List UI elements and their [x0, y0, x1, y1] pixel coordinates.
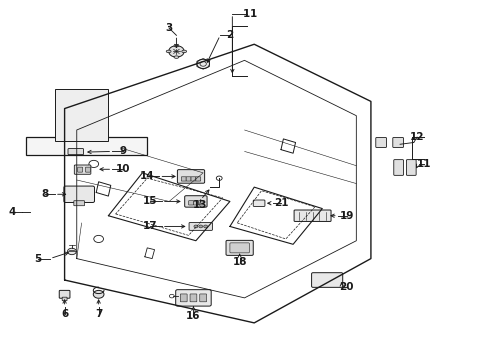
Ellipse shape — [182, 50, 186, 53]
Text: 21: 21 — [273, 198, 287, 208]
Circle shape — [194, 225, 198, 228]
Text: 15: 15 — [142, 197, 157, 206]
Text: 4: 4 — [8, 207, 16, 217]
Text: 1: 1 — [243, 9, 250, 19]
FancyBboxPatch shape — [188, 201, 193, 205]
FancyBboxPatch shape — [311, 273, 342, 287]
FancyBboxPatch shape — [68, 149, 83, 155]
Bar — [26, 137, 147, 155]
Text: 13: 13 — [192, 200, 206, 210]
FancyBboxPatch shape — [225, 240, 253, 255]
FancyBboxPatch shape — [177, 170, 204, 183]
Circle shape — [199, 225, 202, 228]
FancyBboxPatch shape — [193, 201, 198, 205]
FancyBboxPatch shape — [78, 167, 82, 172]
Text: 20: 20 — [339, 282, 353, 292]
FancyBboxPatch shape — [74, 201, 84, 206]
FancyBboxPatch shape — [198, 201, 203, 205]
FancyBboxPatch shape — [393, 159, 403, 175]
Circle shape — [168, 46, 184, 57]
Text: 1: 1 — [249, 9, 256, 19]
Circle shape — [203, 225, 207, 228]
Ellipse shape — [166, 50, 171, 53]
FancyBboxPatch shape — [59, 291, 70, 298]
FancyBboxPatch shape — [406, 159, 415, 175]
FancyBboxPatch shape — [190, 294, 197, 302]
Text: 7: 7 — [95, 309, 102, 319]
Bar — [55, 89, 108, 141]
Circle shape — [93, 291, 104, 298]
FancyBboxPatch shape — [392, 138, 403, 148]
Text: 10: 10 — [116, 164, 130, 174]
Circle shape — [67, 248, 76, 255]
FancyBboxPatch shape — [196, 177, 201, 181]
FancyBboxPatch shape — [181, 177, 186, 181]
Text: 18: 18 — [232, 257, 246, 267]
Text: 19: 19 — [339, 211, 353, 221]
FancyBboxPatch shape — [175, 290, 211, 306]
FancyBboxPatch shape — [186, 177, 191, 181]
FancyBboxPatch shape — [64, 186, 94, 203]
Text: 11: 11 — [416, 159, 431, 169]
FancyBboxPatch shape — [229, 243, 249, 253]
FancyBboxPatch shape — [191, 177, 196, 181]
Text: 2: 2 — [226, 30, 233, 40]
Ellipse shape — [174, 44, 179, 47]
FancyBboxPatch shape — [180, 294, 187, 302]
Text: 12: 12 — [409, 132, 424, 142]
FancyBboxPatch shape — [62, 297, 67, 301]
FancyBboxPatch shape — [74, 165, 91, 174]
Text: 3: 3 — [165, 23, 172, 33]
FancyBboxPatch shape — [85, 167, 90, 172]
Text: 5: 5 — [34, 253, 41, 264]
FancyBboxPatch shape — [293, 210, 330, 221]
FancyBboxPatch shape — [200, 294, 206, 302]
Text: 8: 8 — [41, 189, 49, 199]
Text: 16: 16 — [186, 311, 200, 321]
FancyBboxPatch shape — [189, 222, 212, 230]
FancyBboxPatch shape — [184, 196, 206, 207]
Circle shape — [197, 59, 209, 68]
Ellipse shape — [174, 56, 179, 58]
FancyBboxPatch shape — [253, 200, 264, 206]
Text: 14: 14 — [140, 171, 154, 181]
Text: 9: 9 — [119, 147, 126, 157]
Text: 17: 17 — [142, 221, 157, 231]
FancyBboxPatch shape — [375, 138, 386, 148]
Text: 6: 6 — [61, 309, 68, 319]
